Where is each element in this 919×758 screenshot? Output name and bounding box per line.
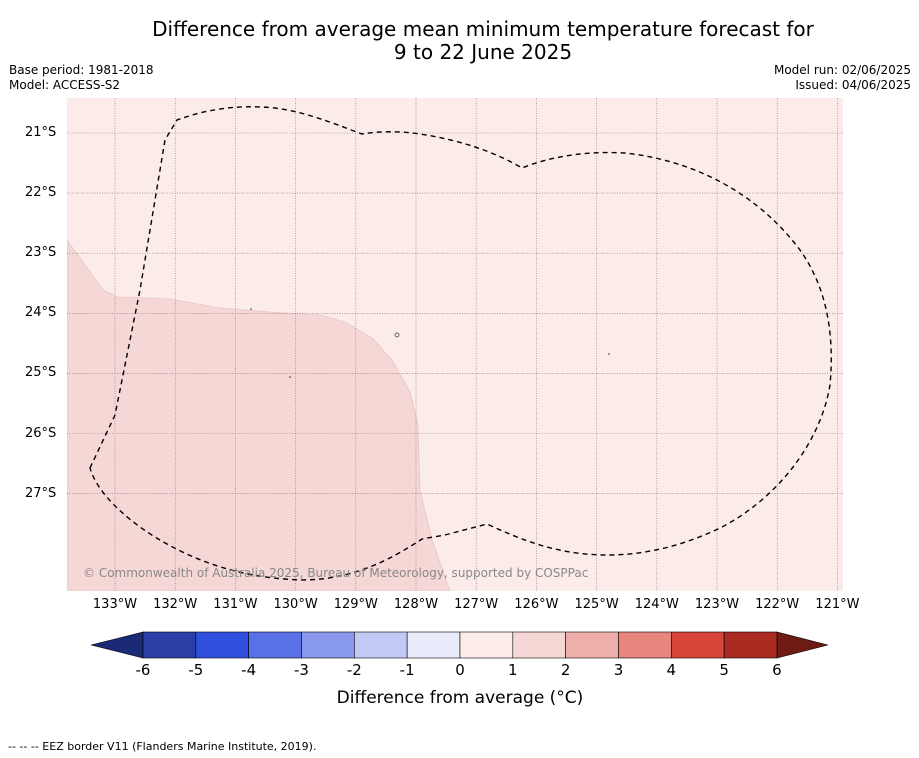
colorbar-segment (248, 631, 302, 659)
colorbar-tick-label: 0 (455, 661, 465, 679)
colorbar-segment (301, 631, 355, 659)
lon-label: 131°W (213, 597, 258, 612)
lat-label: 27°S (25, 485, 57, 501)
colorbar-tick-label: -5 (188, 661, 204, 679)
longitude-gridlines (114, 98, 838, 591)
lon-label: 123°W (694, 597, 740, 612)
colorbar-segment (670, 631, 725, 659)
model-name: Model: ACCESS-S2 (9, 78, 121, 92)
colorbar-over-arrow (776, 631, 829, 659)
lon-label: 129°W (333, 597, 378, 612)
lat-label: 22°S (25, 185, 57, 201)
colorbar-tick-label: 6 (772, 661, 782, 679)
lat-label: 25°S (25, 365, 57, 381)
copyright-notice: © Commonwealth of Australia 2025, Bureau… (83, 566, 588, 580)
lon-label: 125°W (574, 597, 619, 612)
lat-label: 26°S (25, 425, 57, 441)
island-dot (608, 353, 610, 355)
colorbar-segment (406, 631, 461, 659)
colorbar-tick-label: 1 (508, 661, 518, 679)
colorbar-segment (354, 631, 408, 659)
lon-label: 121°W (815, 597, 860, 612)
island-dot (289, 376, 291, 378)
colorbar-tick-label: 4 (666, 661, 677, 679)
lon-label: 127°W (454, 597, 499, 612)
colorbar-under-arrow (90, 631, 144, 659)
colorbar-tick-label: -6 (135, 661, 151, 679)
lat-label: 21°S (25, 125, 57, 140)
colorbar-segment (195, 631, 249, 659)
title-line-2: 9 to 22 June 2025 (393, 40, 573, 64)
eez-legend-note: -- -- -- EEZ border V11 (Flanders Marine… (8, 740, 317, 753)
colorbar (90, 631, 829, 659)
colorbar-label: Difference from average (°C) (336, 688, 584, 708)
title-line-1: Difference from average mean minimum tem… (152, 17, 814, 41)
region-1-to-2 (67, 239, 451, 591)
island-dot (250, 308, 252, 310)
small-islands (250, 308, 610, 378)
meta-left: Base period: 1981-2018 Model: ACCESS-S2 (9, 63, 154, 93)
colorbar-tick-label: 2 (560, 661, 571, 679)
lon-label: 124°W (634, 597, 679, 612)
lon-label: 132°W (153, 597, 198, 612)
base-period: Base period: 1981-2018 (9, 63, 154, 77)
lat-label: 24°S (25, 305, 57, 321)
issued-date: Issued: 04/06/2025 (795, 78, 911, 92)
lon-label: 122°W (755, 597, 800, 612)
eez-border (89, 106, 832, 581)
colorbar-segment (459, 631, 514, 659)
colorbar-tick-label: -4 (241, 661, 257, 679)
colorbar-segment (142, 631, 197, 659)
lon-label: 126°W (514, 597, 559, 612)
island-dot (394, 332, 400, 338)
colorbar-segment (723, 631, 778, 659)
colorbar-tick-label: -2 (346, 661, 362, 679)
colorbar-tick-label: 3 (613, 661, 624, 679)
meta-right: Model run: 02/06/2025 Issued: 04/06/2025 (774, 63, 911, 93)
colorbar-tick-label: 5 (719, 661, 729, 679)
lon-label: 133°W (92, 597, 138, 612)
map-title: Difference from average mean minimum tem… (0, 18, 919, 64)
lat-label: 23°S (25, 245, 57, 261)
colorbar-segment (512, 631, 566, 659)
lon-label: 128°W (393, 597, 439, 612)
lon-label: 130°W (273, 597, 318, 612)
colorbar-segment (618, 631, 672, 659)
map-panel: © Commonwealth of Australia 2025, Bureau… (67, 98, 843, 591)
colorbar-tick-label: -3 (294, 661, 309, 679)
colorbar-segment (565, 631, 619, 659)
colorbar-tick-label: -1 (399, 661, 415, 679)
latitude-gridlines (67, 132, 843, 494)
model-run: Model run: 02/06/2025 (773, 63, 911, 77)
